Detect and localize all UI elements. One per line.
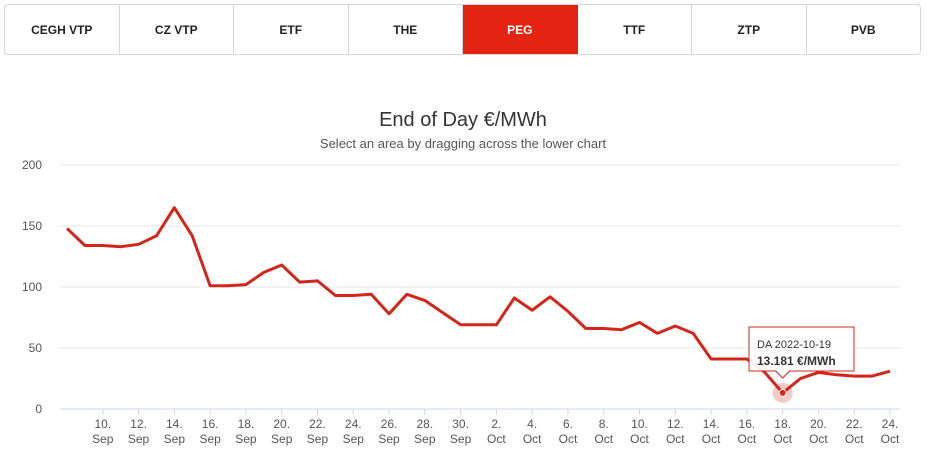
x-tick-label: 12. Oct — [666, 417, 685, 446]
x-tick-month: Oct — [881, 432, 900, 446]
tab-cz-vtp[interactable]: CZ VTP — [120, 5, 234, 54]
tab-ztp[interactable]: ZTP — [692, 5, 807, 54]
y-tick-label: 50 — [29, 341, 43, 355]
x-tick-day: 14. — [166, 417, 183, 431]
x-tick-day: 26. — [381, 417, 398, 431]
tooltip: DA 2022-10-19 13.181 €/MWh — [748, 326, 855, 403]
x-tick-day: 12. — [130, 417, 147, 431]
x-tick-month: Sep — [307, 432, 329, 446]
tooltip-value: 13.181 €/MWh — [757, 354, 836, 368]
x-tick-label: 16. Oct — [738, 417, 757, 446]
tooltip-date: DA 2022-10-19 — [757, 339, 831, 351]
tab-etf[interactable]: ETF — [234, 5, 349, 54]
x-tick-day: 16. — [202, 417, 219, 431]
y-axis: 0 50 100 150 200 — [22, 158, 42, 416]
x-tick-month: Sep — [235, 432, 257, 446]
x-tick-label: 24. Sep — [343, 417, 365, 446]
x-tick-month: Oct — [738, 432, 757, 446]
x-tick-month: Sep — [164, 432, 186, 446]
x-tick-month: Sep — [343, 432, 365, 446]
x-tick-label: 4. Oct — [523, 417, 542, 446]
x-tick-month: Oct — [487, 432, 506, 446]
x-tick-label: 6. Oct — [559, 417, 578, 446]
x-tick-label: 24. Oct — [881, 417, 900, 446]
x-tick-month: Oct — [702, 432, 721, 446]
x-tick-day: 4. — [527, 417, 537, 431]
x-tick-month: Oct — [773, 432, 792, 446]
x-tick-label: 10. Sep — [92, 417, 114, 446]
x-tick-month: Sep — [450, 432, 472, 446]
x-tick-day: 2. — [491, 417, 501, 431]
x-tick-label: 20. Oct — [809, 417, 828, 446]
x-tick-month: Oct — [666, 432, 685, 446]
x-tick-month: Sep — [92, 432, 114, 446]
hub-tab-bar: CEGH VTP CZ VTP ETF THE PEG TTF ZTP PVB — [4, 4, 921, 55]
x-tick-day: 18. — [238, 417, 255, 431]
x-tick-day: 8. — [599, 417, 609, 431]
x-tick-label: 12. Sep — [128, 417, 150, 446]
x-tick-label: 18. Oct — [773, 417, 792, 446]
x-tick-label: 16. Sep — [199, 417, 221, 446]
x-tick-month: Sep — [414, 432, 436, 446]
x-tick-month: Oct — [845, 432, 864, 446]
x-tick-day: 24. — [345, 417, 362, 431]
x-tick-day: 10. — [631, 417, 648, 431]
x-tick-day: 28. — [416, 417, 433, 431]
x-tick-month: Sep — [271, 432, 293, 446]
x-tick-day: 20. — [273, 417, 290, 431]
tab-cegh-vtp[interactable]: CEGH VTP — [5, 5, 120, 54]
y-tick-label: 0 — [35, 402, 42, 416]
x-tick-month: Sep — [378, 432, 400, 446]
x-tick-day: 6. — [563, 417, 573, 431]
x-tick-label: 10. Oct — [630, 417, 649, 446]
x-tick-label: 18. Sep — [235, 417, 257, 446]
x-tick-month: Sep — [199, 432, 221, 446]
tooltip-box — [748, 326, 855, 379]
tab-peg[interactable]: PEG — [463, 5, 578, 54]
x-tick-month: Oct — [809, 432, 828, 446]
x-tick-day: 30. — [452, 417, 469, 431]
x-tick-label: 22. Sep — [307, 417, 329, 446]
chart-title: End of Day €/MWh — [379, 109, 547, 131]
tab-pvb[interactable]: PVB — [850, 22, 876, 37]
x-tick-day: 20. — [810, 417, 827, 431]
y-tick-label: 200 — [22, 158, 42, 172]
x-tick-day: 10. — [94, 417, 111, 431]
x-tick-day: 24. — [882, 417, 899, 431]
y-tick-label: 100 — [22, 280, 42, 294]
y-grid — [60, 164, 900, 349]
x-tick-label: 14. Oct — [702, 417, 721, 446]
x-tick-month: Sep — [128, 432, 150, 446]
x-tick-day: 14. — [703, 417, 720, 431]
x-tick-label: 8. Oct — [594, 417, 613, 446]
x-tick-label: 28. Sep — [414, 417, 436, 446]
x-tick-day: 12. — [667, 417, 684, 431]
x-tick-month: Oct — [559, 432, 578, 446]
x-tick-month: Oct — [523, 432, 542, 446]
chart-subtitle: Select an area by dragging across the lo… — [320, 136, 607, 151]
y-tick-label: 150 — [22, 219, 42, 233]
tab-the[interactable]: THE — [349, 5, 463, 54]
x-tick-day: 22. — [309, 417, 326, 431]
x-tick-month: Oct — [594, 432, 613, 446]
x-tick-label: 20. Sep — [271, 417, 293, 446]
x-tick-label: 2. Oct — [487, 417, 506, 446]
x-tick-day: 18. — [774, 417, 791, 431]
x-tick-label: 26. Sep — [378, 417, 400, 446]
x-tick-month: Oct — [630, 432, 649, 446]
hover-point — [778, 388, 787, 397]
x-tick-label: 14. Sep — [164, 417, 186, 446]
x-tick-day: 22. — [846, 417, 863, 431]
tab-ttf[interactable]: TTF — [578, 5, 692, 54]
x-tick-label: 22. Oct — [845, 417, 864, 446]
x-tick-day: 16. — [739, 417, 756, 431]
x-tick-label: 30. Sep — [450, 417, 472, 446]
